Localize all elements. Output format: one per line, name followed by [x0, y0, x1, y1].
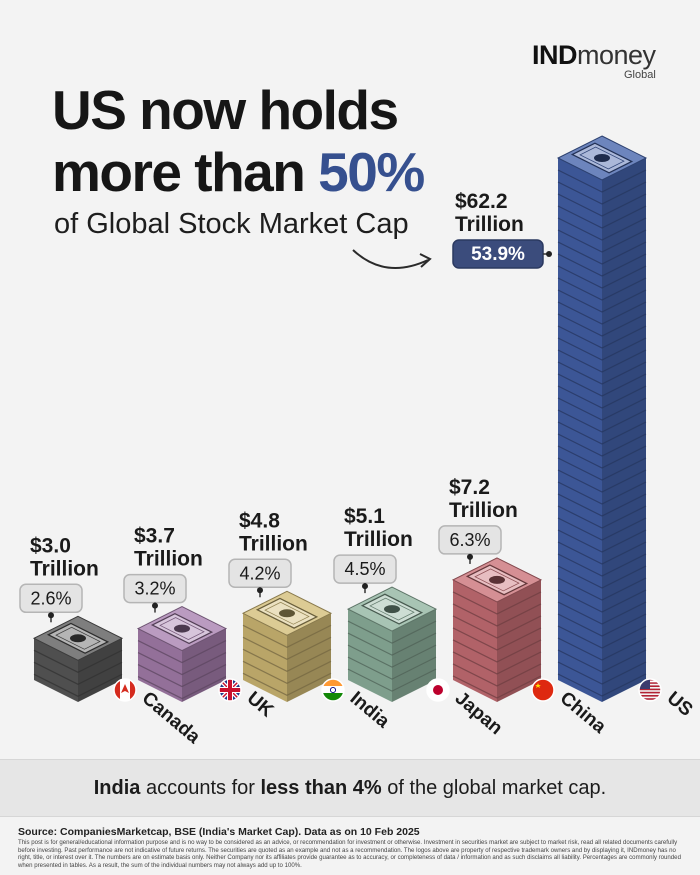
- unit-label: Trillion: [449, 499, 518, 522]
- flag-india-icon: [321, 678, 345, 702]
- banknote-icon: [360, 593, 424, 625]
- connector-dot: [152, 602, 158, 609]
- unit-label: Trillion: [30, 557, 99, 580]
- country-label: US: [663, 688, 697, 721]
- disclaimer: This post is for general/educational inf…: [18, 839, 681, 869]
- banknote-icon: [150, 613, 214, 645]
- connector-dot: [467, 553, 473, 560]
- connector-dot: [546, 251, 552, 257]
- flag-china-icon: [531, 678, 555, 702]
- bar-canada: [32, 615, 124, 702]
- logo-sub: Global: [624, 69, 656, 81]
- connector-dot: [257, 587, 263, 594]
- share-badge: 4.5%: [333, 554, 397, 584]
- share-label: 2.6%: [30, 588, 71, 608]
- footer-callout: India accounts for less than 4% of the g…: [0, 759, 700, 817]
- flag-us-icon: [638, 678, 662, 702]
- value-label: $5.1: [344, 505, 385, 528]
- bar-uk: [136, 606, 228, 702]
- logo-money: money: [577, 40, 656, 70]
- share-label: 4.2%: [239, 563, 280, 583]
- unit-label: Trillion: [134, 548, 203, 571]
- footer-bold-less: less than 4%: [260, 777, 382, 799]
- banknote-icon: [570, 142, 634, 174]
- value-label: $3.0: [30, 534, 71, 557]
- logo-ind: IND: [532, 40, 578, 70]
- source-note: Source: CompaniesMarketcap, BSE (India's…: [18, 826, 420, 838]
- footer-tail: of the global market cap.: [381, 777, 607, 799]
- share-label: 4.5%: [344, 559, 385, 579]
- share-badge: 53.9%: [452, 239, 544, 269]
- bar-japan: [346, 586, 438, 702]
- indmoney-logo: INDmoney Global: [532, 40, 672, 84]
- bar-us: [556, 135, 648, 702]
- bar-india: [241, 590, 333, 702]
- footer-mid: accounts for: [140, 777, 261, 799]
- unit-label: Trillion: [344, 528, 413, 551]
- headline-subtitle: of Global Stock Market Cap: [54, 208, 409, 240]
- share-badge: 6.3%: [438, 525, 502, 555]
- share-badge: 4.2%: [228, 558, 292, 589]
- banknote-icon: [255, 597, 319, 629]
- flag-uk-icon: [218, 678, 242, 702]
- headline-highlight: 50%: [318, 141, 425, 203]
- share-label: 53.9%: [471, 244, 525, 265]
- value-label: $4.8: [239, 509, 280, 532]
- connector-dot: [48, 612, 54, 619]
- curved-arrow-icon: [352, 249, 432, 269]
- value-label: $7.2: [449, 476, 490, 499]
- value-label: $3.7: [134, 525, 175, 548]
- country-label: Canada: [138, 688, 204, 748]
- banknote-icon: [46, 622, 110, 654]
- share-label: 6.3%: [449, 530, 490, 550]
- bar-china: [451, 557, 543, 702]
- share-label: 3.2%: [134, 579, 175, 599]
- market-cap-chart: $3.0Trillion2.6%Canada$3.7Trillion3.2%UK…: [19, 135, 697, 748]
- headline-line1: US now holds: [52, 79, 399, 141]
- share-badge: 3.2%: [123, 573, 187, 604]
- footer-bold-india: India: [93, 777, 141, 799]
- connector-dot: [362, 583, 368, 590]
- banknote-icon: [465, 564, 529, 596]
- share-badge: 2.6%: [19, 583, 83, 614]
- flag-canada-icon: [113, 678, 137, 702]
- unit-label: Trillion: [455, 213, 524, 236]
- headline-line2-prefix: more than: [52, 141, 319, 203]
- headline-line2: more than 50%: [52, 140, 425, 204]
- value-label: $62.2: [455, 190, 508, 213]
- flag-japan-icon: [426, 678, 450, 702]
- unit-label: Trillion: [239, 532, 308, 555]
